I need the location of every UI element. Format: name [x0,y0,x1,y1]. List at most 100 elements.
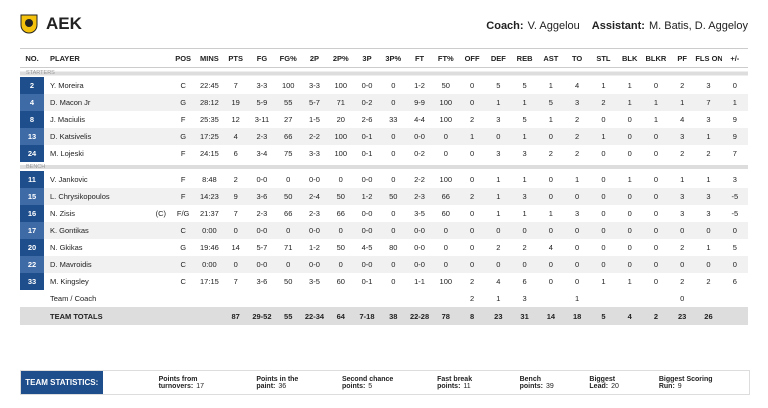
stat-cell: 0 [575,277,580,286]
empty-cell [275,290,301,307]
team-name: AEK [46,14,82,33]
stat-cell: 1 [511,94,538,111]
stat-cell: 100 [439,277,453,286]
stat-cell: 9 [732,115,737,124]
stat-item: Points in the paint: 36 [256,376,328,390]
column-header: FG% [275,48,302,68]
stat-cell: 2 [575,115,580,124]
column-header: FT [406,48,433,68]
stat-value: 39 [545,382,554,390]
column-header: FLS ON [695,48,722,68]
player-name: J. Maciulis [50,115,86,124]
column-header: PF [669,48,696,68]
stat-cell: 60 [441,209,450,218]
stat-cell: 3 [511,188,538,205]
stat-cell: 0 [653,209,659,218]
section-row: STARTERS [20,67,748,77]
player-row: 8 J. Maciulis F 25:35 12 3-11 27 1-5 20 2-6 33 4-4 1… [20,111,748,128]
player-name: D. Mavroidis [50,260,92,269]
stat-cell: 3-6 [256,277,268,286]
stat-cell: 3 [522,149,527,158]
stat-cell: 3 [680,209,685,218]
stat-cell: 0 [391,277,396,286]
player-name-cell: N. Zisis (C) [44,205,170,222]
stat-cell: 2 [590,94,617,111]
empty-cell [328,290,354,307]
stat-cell: 50 [275,188,302,205]
stat-cell: 5 [732,243,737,252]
column-header: POS [170,48,197,68]
stat-value: 9 [677,382,682,390]
stat-cell: 2 [706,277,711,286]
stat-cell: 3 [669,188,696,205]
stat-cell: 23 [669,307,696,325]
stat-cell: F [180,175,186,184]
stat-cell: 0 [432,128,459,145]
empty-cell [617,290,643,307]
stat-cell: 0 [695,222,722,239]
stat-cell: 0 [380,128,407,145]
stat-cell: 21:37 [200,209,219,218]
stat-cell: 0 [432,256,459,273]
stat-cell: 0 [380,222,407,239]
stat-cell: 0:00 [196,256,223,273]
stat-cell: 1-2 [414,81,425,90]
stat-cell: 0-0 [248,222,276,239]
empty-cell [354,290,380,307]
stat-cell: 1-2 [309,243,320,252]
player-name: V. Jankovic [50,175,88,184]
stat-cell: 0 [564,188,591,205]
stat-cell: 2 [469,277,475,286]
stat-cell: 0 [485,256,512,273]
stat-cell: 66 [284,209,293,218]
player-name-cell: L. Chrysikopoulos [44,188,171,205]
player-number: 15 [20,188,44,205]
stat-cell: 0-2 [353,94,381,111]
stat-cell: 50 [327,188,354,205]
stat-cell: 0 [338,175,343,184]
assistant: M. Batis, D. Aggeloy [648,20,748,32]
stat-cell: 0-0 [353,256,381,273]
stat-label: Biggest Lead: [589,375,616,390]
stat-cell: 0 [642,256,670,273]
stat-cell: 2 [680,277,685,286]
stat-cell: 0 [590,256,617,273]
stat-cell: 2 [642,307,670,325]
column-header: +/- [721,48,748,68]
stat-label: Biggest Scoring Run: [658,375,713,390]
stat-cell: 0-2 [414,149,425,158]
stat-cell: 1 [590,128,617,145]
stat-cell: 0 [469,81,475,90]
player-number: 2 [20,77,44,94]
column-header: STL [590,48,617,68]
stat-cell: 1 [601,81,606,90]
stat-label: Bench points: [519,375,543,390]
stat-cell: 26 [695,307,722,325]
player-number: 33 [20,273,44,290]
player-name-cell: N. Gkikas [44,239,170,256]
column-header: 3P% [380,48,407,68]
stat-cell: 0 [443,243,448,252]
stat-cell: 14 [231,243,240,252]
stat-value: 11 [463,382,471,390]
stat-cell: -5 [731,209,739,218]
stat-cell: 4 [496,277,501,286]
team-statistics: TEAM STATISTICS: Points from turnovers: 17… [20,370,750,395]
player-name: K. Gontikas [50,226,89,235]
stat-cell: 0 [432,222,459,239]
stat-cell: 1 [721,94,748,111]
stat-cell: 4 [575,81,580,90]
stat-cell: 0 [642,128,670,145]
column-header: BLKR [642,48,670,68]
stat-cell: 0 [601,209,606,218]
player-row: 16 N. Zisis (C) F/G 21:37 7 2-3 66 2-3 66 0-0 0 3-5 6… [20,205,748,222]
stat-cell: 5-7 [256,243,268,252]
stat-cell: 0 [458,94,486,111]
stat-cell: 0 [616,222,643,239]
stat-cell: 9 [721,128,748,145]
stat-cell: 0 [548,277,553,286]
player-name: M. Kingsley [50,277,89,286]
stat-cell: 1 [627,175,632,184]
coach-label: Coach: [486,20,524,32]
player-name: M. Lojeski [50,149,84,158]
